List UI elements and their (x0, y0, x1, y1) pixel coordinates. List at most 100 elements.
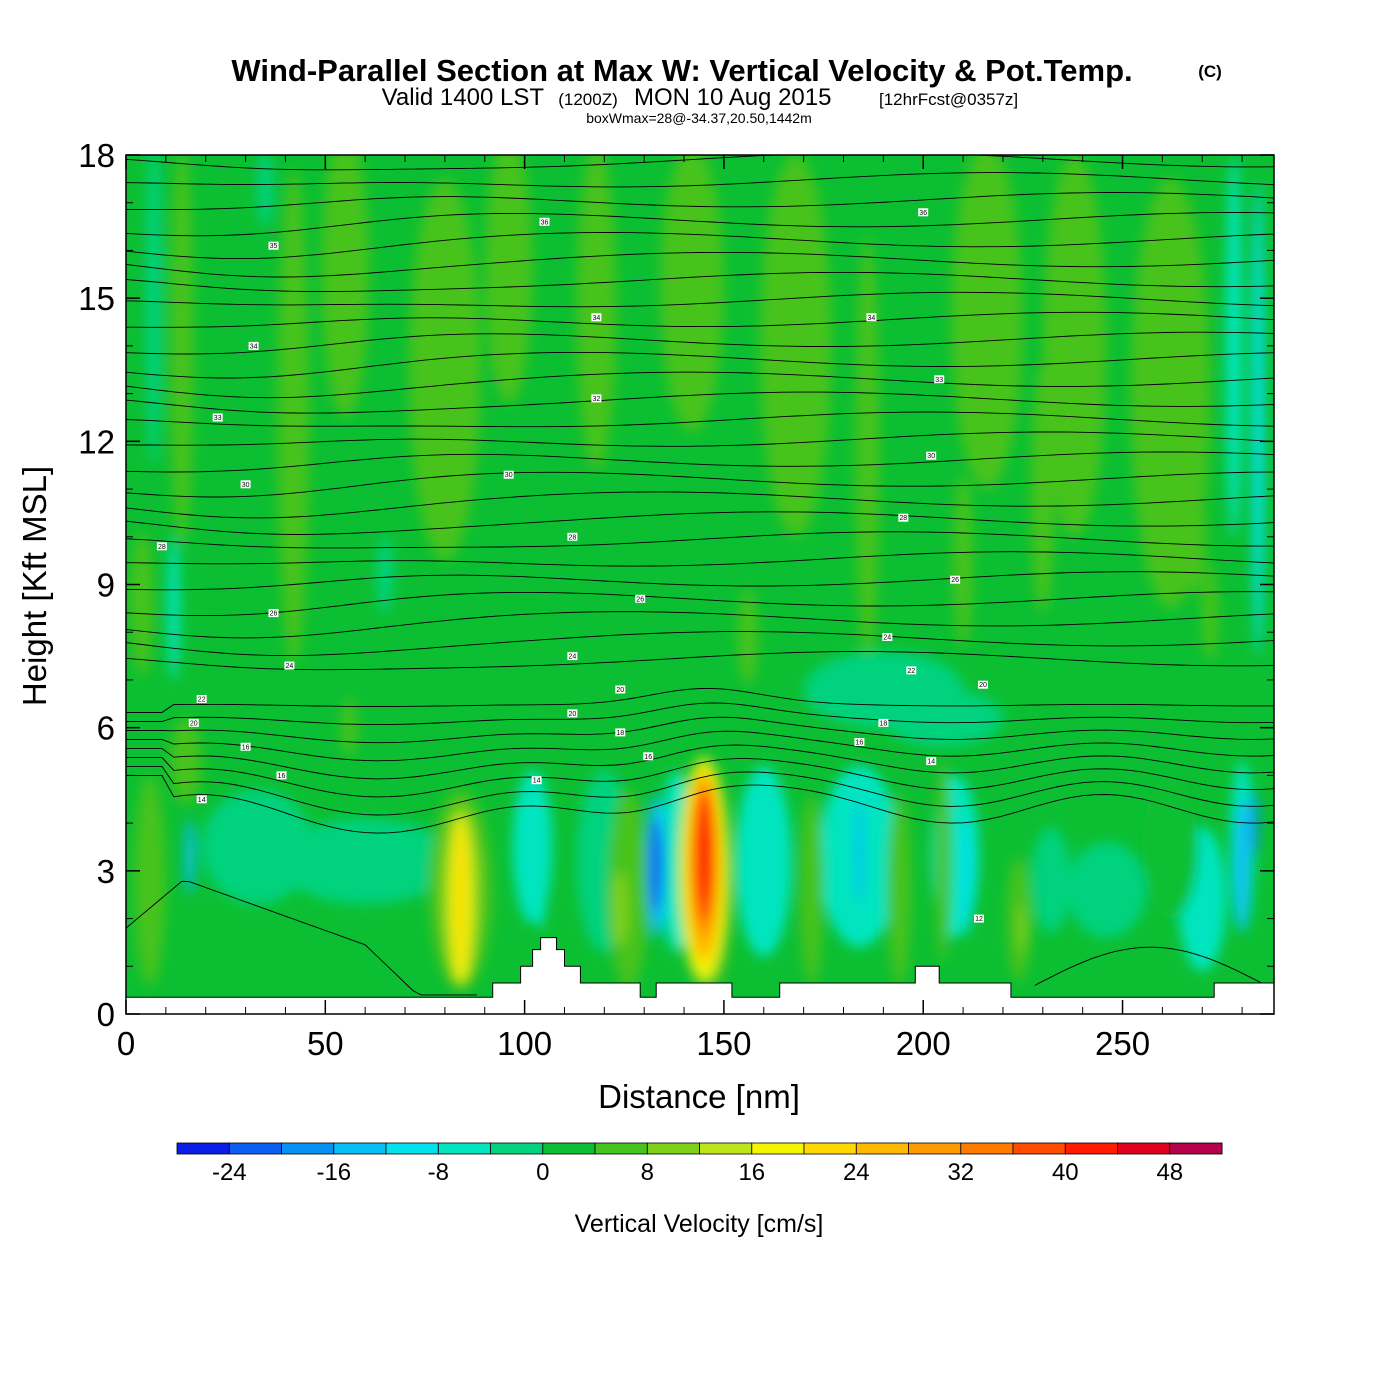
field-patch (409, 178, 481, 561)
field-patch (855, 799, 864, 905)
colorbar-label: Vertical Velocity [cm/s] (575, 1210, 824, 1238)
field-patch (697, 799, 711, 905)
colorbar-tick-label: 0 (536, 1159, 549, 1186)
contour-label: 30 (503, 470, 514, 479)
field-patch (935, 761, 952, 962)
contour-label-text: 16 (644, 754, 652, 761)
field-patch (456, 823, 466, 967)
field-patch (534, 832, 547, 929)
field-patch (277, 169, 310, 666)
contour-label: 16 (240, 742, 251, 751)
field-patch (1202, 565, 1219, 661)
colorbar-swatch (960, 1142, 1014, 1155)
colorbar-swatch (333, 1142, 387, 1155)
colorbar-swatch (594, 1142, 648, 1155)
contour-label: 14 (926, 757, 937, 766)
colorbar-tick-label: 24 (843, 1159, 870, 1186)
contour-label-bg (240, 480, 251, 489)
contour-label: 16 (643, 752, 654, 761)
contour-label-bg (643, 752, 654, 761)
contour-label: 24 (284, 661, 295, 670)
x-tick-label: 100 (497, 1025, 552, 1062)
colorbar-tick-label: 40 (1052, 1159, 1079, 1186)
chart-title: Wind-Parallel Section at Max W: Vertical… (231, 53, 1132, 88)
colorbar-swatch (1117, 1142, 1171, 1155)
contour-label: 34 (591, 313, 602, 322)
contour-label-bg (918, 208, 929, 217)
contour-label: 35 (268, 241, 279, 250)
contour-label-bg (898, 513, 909, 522)
contour-label-text: 14 (927, 759, 935, 766)
contour-label: 26 (268, 609, 279, 618)
isentrope (126, 411, 1274, 428)
contour-label-bg (268, 241, 279, 250)
contour-label: 20 (978, 680, 988, 689)
contour-label-text: 35 (270, 243, 278, 250)
contour-label-bg (567, 652, 578, 661)
contour-label-bg (882, 633, 893, 641)
isentrope (126, 391, 1274, 414)
colorbar-swatch (1169, 1142, 1223, 1155)
contour-label: 18 (615, 728, 626, 737)
contour-label-text: 33 (214, 415, 222, 422)
subtitle-valid: Valid 1400 LST (382, 84, 545, 111)
contour-label-bg (567, 532, 578, 541)
colorbar-swatch (1012, 1142, 1066, 1155)
isentrope (126, 730, 1274, 762)
contour-label-text: 30 (927, 453, 935, 460)
contour-label-bg (926, 451, 937, 460)
isentrope (126, 431, 1274, 447)
y-tick-label: 18 (78, 137, 115, 174)
colorbar-swatch (803, 1142, 857, 1155)
contour-label-bg (531, 776, 542, 785)
isentrope (126, 511, 1274, 535)
field-patch (1234, 799, 1250, 933)
contour-label: 20 (615, 685, 626, 694)
field-patch (1006, 856, 1031, 981)
colorbar-tick-label: 16 (738, 1159, 765, 1186)
contour-label: 16 (854, 738, 865, 747)
colorbar-tick-label: -16 (316, 1159, 351, 1186)
field-patch (512, 770, 553, 924)
field-patch (649, 818, 663, 914)
isentrope (126, 471, 1274, 498)
isentrope (126, 192, 1274, 211)
colorbar-swatch (490, 1142, 544, 1155)
isentrope (126, 232, 1274, 260)
info-line: boxWmax=28@-34.37,20.50,1442m (586, 110, 812, 126)
contour-label-bg (156, 542, 167, 551)
colorbar-tick-label: 8 (641, 1159, 654, 1186)
isentrope (126, 651, 1274, 671)
contour-label-text: 28 (899, 515, 907, 522)
x-axis: 0 50 100 150 200 250 (117, 155, 1243, 1062)
velocity-field (126, 155, 1274, 1014)
field-patch (134, 775, 166, 986)
subtitle-date: MON 10 Aug 2015 (634, 84, 831, 111)
field-patch (1142, 775, 1199, 919)
field-patch (1042, 155, 1107, 537)
y-axis-label: Height [Kft MSL] (16, 466, 53, 706)
colorbar-tick-label: 32 (947, 1159, 974, 1186)
contour-label-text: 14 (533, 778, 541, 785)
contour-label-text: 16 (242, 744, 250, 751)
contour-label-bg (284, 661, 295, 670)
contour-label: 36 (918, 208, 929, 217)
contour-label-text: 36 (541, 219, 549, 226)
contour-label-text: 22 (907, 668, 915, 675)
isentrope (126, 251, 1274, 278)
colorbar-swatch (542, 1142, 596, 1155)
y-tick-label: 6 (97, 710, 115, 747)
contour-label: 24 (567, 652, 578, 661)
contour-label: 30 (240, 480, 251, 489)
contour-label-bg (539, 217, 550, 226)
contour-label-text: 30 (505, 472, 513, 479)
field-patch (799, 794, 824, 986)
contour-label-text: 34 (250, 343, 258, 350)
contour-label-bg (934, 375, 945, 384)
contour-label-bg (866, 313, 877, 322)
contour-label-bg (974, 914, 984, 923)
field-patch (951, 155, 1023, 490)
field-patch (484, 155, 533, 404)
isentrope (126, 491, 1274, 519)
